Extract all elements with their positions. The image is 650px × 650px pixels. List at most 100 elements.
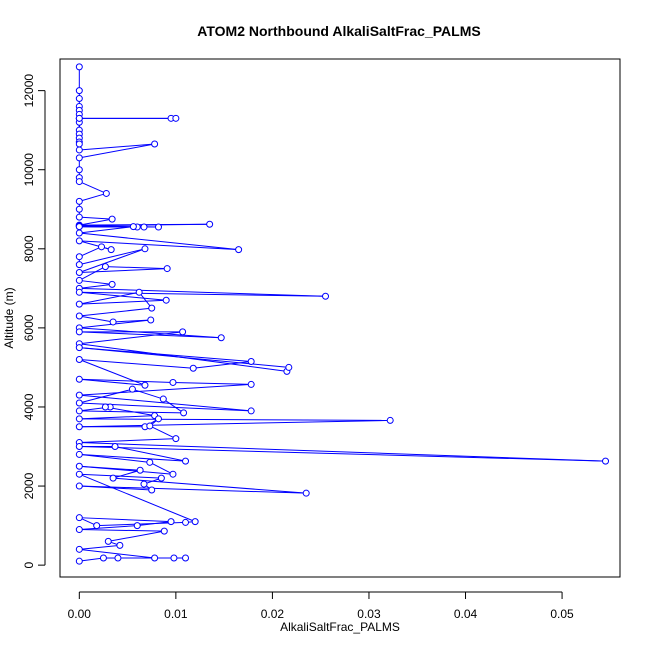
- data-point: [75, 146, 83, 154]
- data-point: [154, 223, 162, 231]
- series-segment: [132, 388, 164, 400]
- series-segment: [79, 485, 307, 494]
- data-point: [75, 178, 83, 186]
- data-point: [75, 375, 83, 383]
- data-point: [169, 470, 177, 478]
- data-point: [75, 237, 83, 245]
- data-point: [75, 288, 83, 296]
- data-point: [75, 229, 83, 237]
- series-segment: [79, 248, 146, 266]
- data-point: [129, 223, 137, 231]
- data-point: [179, 328, 187, 336]
- series-segment: [79, 307, 152, 317]
- data-point: [75, 545, 83, 553]
- series-segment: [137, 521, 172, 527]
- data-point: [75, 276, 83, 284]
- data-point: [75, 223, 83, 231]
- data-point: [75, 407, 83, 415]
- y-axis: 0 2000 4000 6000 8000 10000 12000: [22, 74, 46, 568]
- data-point: [75, 63, 83, 71]
- data-point: [169, 378, 177, 386]
- data-point: [140, 223, 148, 231]
- series-segment: [105, 406, 155, 417]
- data-point: [247, 407, 255, 415]
- series-segment: [79, 438, 176, 444]
- data-point: [146, 458, 154, 466]
- data-point: [75, 205, 83, 213]
- data-point: [206, 220, 214, 228]
- series-segment: [79, 557, 104, 562]
- data-point: [172, 435, 180, 443]
- plot-frame: [59, 58, 621, 578]
- data-point: [172, 114, 180, 122]
- series-segment: [79, 266, 106, 281]
- data-point: [148, 486, 156, 494]
- data-point: [182, 518, 190, 526]
- series-segment: [79, 485, 152, 491]
- data-point: [99, 554, 107, 562]
- data-point: [147, 316, 155, 324]
- data-point: [75, 356, 83, 364]
- series-segment: [79, 283, 113, 289]
- data-point: [157, 474, 165, 482]
- series-segment: [114, 446, 186, 462]
- series-segment: [79, 291, 326, 297]
- data-point: [217, 334, 225, 342]
- x-axis-label: AlkaliSaltFrac_PALMS: [280, 620, 400, 634]
- data-point: [75, 399, 83, 407]
- series-segment: [79, 446, 606, 462]
- y-tick-label: 8000: [22, 235, 36, 262]
- data-point: [107, 246, 115, 254]
- series-segment: [79, 331, 183, 345]
- data-point: [102, 189, 110, 197]
- data-point: [75, 261, 83, 269]
- data-point: [602, 457, 610, 465]
- data-point: [98, 243, 106, 251]
- x-tick-label: 0.04: [454, 607, 478, 621]
- y-tick-label: 4000: [22, 393, 36, 420]
- data-point: [141, 381, 149, 389]
- series-segment: [149, 425, 177, 440]
- data-point: [133, 522, 141, 530]
- data-point: [75, 95, 83, 103]
- data-point: [75, 269, 83, 277]
- y-tick-label: 12000: [22, 74, 36, 108]
- series-segment: [79, 388, 133, 404]
- data-point: [189, 364, 197, 372]
- data-point: [285, 363, 293, 371]
- data-point: [151, 554, 159, 562]
- data-point: [146, 422, 154, 430]
- x-tick-label: 0.03: [357, 607, 381, 621]
- series-segment: [149, 461, 174, 475]
- data-point: [114, 554, 122, 562]
- series-segment: [79, 544, 120, 550]
- series-segment: [79, 442, 606, 462]
- data-point: [75, 166, 83, 174]
- series-segment: [79, 453, 150, 463]
- data-point: [75, 470, 83, 478]
- series-segment: [79, 419, 391, 428]
- series-segment: [79, 529, 165, 532]
- data-point: [75, 423, 83, 431]
- series-segment: [79, 378, 173, 383]
- data-point: [247, 380, 255, 388]
- x-tick-label: 0.01: [164, 607, 188, 621]
- data-point: [75, 87, 83, 95]
- series-segment: [79, 473, 162, 479]
- series-segment: [79, 548, 155, 559]
- y-tick-label: 10000: [22, 153, 36, 187]
- series-segment: [79, 291, 140, 305]
- series-segment: [79, 331, 222, 339]
- series-segment: [163, 398, 184, 414]
- data-point: [75, 253, 83, 261]
- series-segment: [108, 530, 165, 542]
- series-segment: [79, 418, 391, 421]
- data-point: [108, 215, 116, 223]
- data-point: [111, 443, 119, 451]
- data-point: [151, 140, 159, 148]
- series-segment: [79, 291, 167, 301]
- series-segment: [79, 287, 326, 297]
- data-point: [160, 527, 168, 535]
- data-point: [386, 416, 394, 424]
